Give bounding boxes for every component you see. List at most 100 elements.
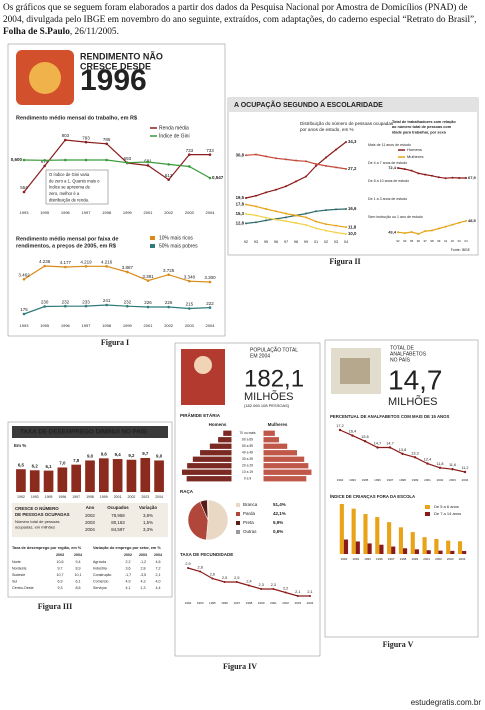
legend-label: Mulheres (407, 154, 423, 159)
point (315, 220, 317, 223)
point (309, 595, 311, 597)
bar (218, 437, 232, 443)
table-header: 2002 (124, 553, 132, 557)
point (265, 155, 267, 158)
caption: Figura II (329, 257, 360, 266)
data-label: 4.219 (80, 259, 92, 264)
x-tick-label: 2002 (282, 601, 289, 605)
legend-label: Preta (243, 520, 254, 525)
legend-label: De 7 a 14 anos (434, 511, 461, 516)
point (255, 194, 257, 197)
x-tick-label: 2001 (423, 557, 430, 561)
point (188, 153, 191, 156)
point (146, 164, 150, 167)
legend-label: Outras (243, 529, 257, 534)
x-tick-label: 1998 (399, 478, 406, 482)
bar (379, 544, 384, 554)
data-label: 43,4 (388, 229, 397, 234)
point (199, 570, 202, 573)
point (43, 164, 46, 168)
x-tick-label: 2001 (424, 478, 431, 482)
subtitle: por anos de estudo, em % (300, 127, 354, 132)
point (255, 205, 257, 208)
x-tick-label: 93 (254, 240, 258, 244)
bar (126, 459, 137, 492)
pie-slice (205, 499, 229, 541)
x-tick-label: 1995 (40, 210, 50, 215)
point (315, 164, 317, 167)
data-label: 3.887 (122, 265, 134, 270)
data-label: 2,6 (210, 573, 215, 577)
table-cell: 6,9 (58, 579, 63, 583)
data-label: 6,2 (32, 463, 39, 468)
bar (438, 550, 443, 554)
point (426, 462, 429, 465)
point (265, 219, 267, 222)
data-label: 14,7 (386, 442, 393, 446)
header: TOTAL DE (390, 345, 414, 351)
x-tick-label: 1996 (61, 210, 71, 215)
point (335, 231, 337, 234)
legend-swatch (150, 244, 155, 248)
bar (29, 470, 40, 492)
point (465, 176, 467, 179)
table-cell: 2003 (85, 520, 95, 525)
x-tick-label: 1999 (100, 495, 108, 499)
subtitle: Em % (14, 443, 26, 448)
legend-label: Índice de Gini (159, 132, 190, 139)
table-cell: Indústria (93, 566, 107, 570)
point (105, 265, 108, 268)
table-cell: Norte (12, 560, 21, 564)
bar (446, 540, 451, 554)
y-tick-label: 40 a 49 (242, 451, 253, 455)
legend-swatch (236, 503, 240, 507)
data-label: 0,547 (212, 175, 224, 180)
point (305, 160, 307, 163)
table-cell: Serviços (93, 586, 107, 590)
point (260, 588, 263, 590)
data-label: 12,8 (236, 221, 245, 226)
bar (200, 450, 232, 456)
table-cell: 10,7 (57, 573, 64, 577)
point (345, 233, 347, 235)
data-label: 19,5 (236, 195, 245, 200)
x-tick-label: 1993 (20, 323, 30, 328)
bar (112, 459, 123, 492)
x-tick-label: 1995 (209, 601, 216, 605)
bar (398, 527, 403, 554)
point (465, 219, 467, 222)
data-label: 4.216 (101, 260, 113, 265)
table-cell: Agrícola (93, 560, 106, 564)
date: , 26/11/2005. (69, 27, 119, 37)
data-label: 17,2 (336, 424, 343, 428)
data-label: 7,0 (59, 461, 66, 466)
legend-label: Renda média (159, 125, 189, 131)
data-label: 3.381 (142, 274, 154, 279)
data-label: 3.348 (184, 274, 196, 279)
point (126, 270, 129, 274)
data-label: 175 (20, 307, 28, 312)
x-tick-label: 1998 (246, 601, 253, 605)
legend-label: Mulheres (268, 422, 288, 427)
table-cell: Nordeste (12, 566, 27, 570)
x-tick-label: 1995 (362, 478, 369, 482)
point (84, 158, 88, 162)
bar (355, 541, 360, 554)
point (285, 216, 287, 219)
x-tick-label: 97 (424, 239, 428, 243)
table-cell: 4,1 (126, 586, 131, 590)
point (255, 153, 257, 156)
table-cell: 4,3 (141, 579, 146, 583)
data-label: 803 (62, 133, 70, 138)
data-label: 9,7 (142, 451, 149, 456)
x-tick-label: 98 (294, 240, 298, 244)
x-tick-label: 1996 (374, 478, 381, 482)
caption: Figura I (101, 338, 129, 347)
table-cell: 2,8 (141, 566, 146, 570)
y-tick-label: 60 a 69 (242, 438, 253, 442)
x-tick-label: 1993 (31, 495, 39, 499)
caption: Figura V (383, 640, 414, 649)
series-line (23, 139, 210, 193)
y-tick-label: 70 ou mais (239, 431, 255, 435)
